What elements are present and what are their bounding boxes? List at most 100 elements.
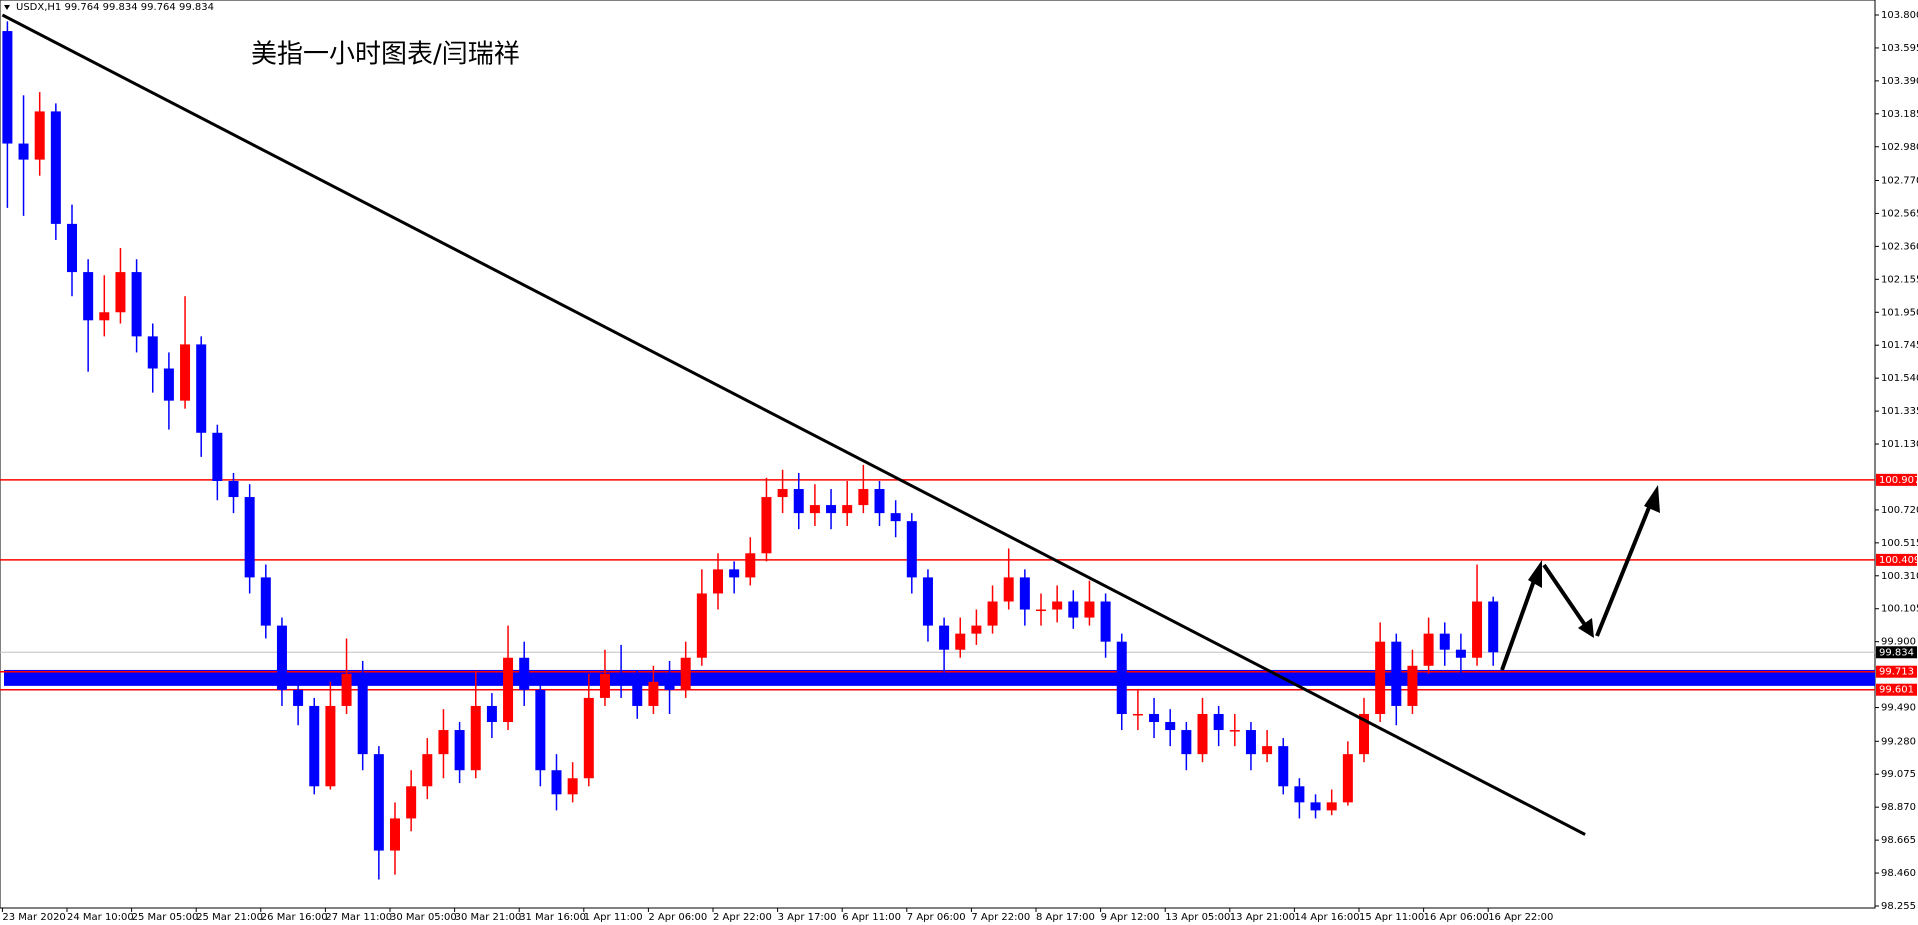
- candle-body: [260, 577, 271, 626]
- candle-body: [83, 272, 94, 321]
- y-tick-label: 99.280: [1881, 736, 1916, 747]
- y-tick-label: 103.595: [1881, 43, 1918, 54]
- candle-body: [696, 593, 707, 658]
- candle-body: [470, 705, 481, 771]
- y-tick-label: 102.565: [1881, 208, 1918, 219]
- candle-body: [180, 344, 191, 401]
- candle-body: [1165, 722, 1176, 731]
- x-tick-label: 30 Mar 05:00: [390, 912, 457, 923]
- level-label-box: [1876, 665, 1917, 678]
- candle-body: [583, 697, 594, 779]
- x-tick-label: 16 Apr 06:00: [1424, 912, 1489, 923]
- candle-body: [212, 432, 223, 481]
- y-tick-label: 98.870: [1881, 802, 1916, 813]
- candle-body: [1229, 730, 1240, 732]
- candle-body: [1455, 649, 1466, 658]
- candle-body: [454, 730, 465, 771]
- y-tick-label: 99.490: [1881, 703, 1916, 714]
- candle-body: [729, 569, 740, 578]
- candle-body: [1245, 730, 1256, 755]
- symbol-info: USDX,H1 99.764 99.834 99.764 99.834: [16, 2, 214, 13]
- candle-body: [1262, 746, 1273, 755]
- candle-body: [1359, 713, 1369, 755]
- candle-body: [906, 521, 917, 578]
- x-tick-label: 25 Mar 05:00: [132, 912, 199, 923]
- y-tick-label: 102.770: [1881, 176, 1918, 187]
- level-label: 99.601: [1879, 685, 1914, 696]
- candle-body: [519, 657, 530, 690]
- candle-body: [196, 344, 207, 433]
- arrow: [1595, 499, 1654, 637]
- level-label: 99.834: [1879, 647, 1914, 658]
- candle-body: [1132, 713, 1143, 716]
- candle-body: [18, 143, 29, 160]
- candle-body: [1407, 665, 1418, 706]
- y-tick-label: 101.745: [1881, 340, 1918, 351]
- candle-body: [147, 336, 158, 369]
- y-tick-label: 99.075: [1881, 769, 1916, 780]
- plot-frame: [0, 0, 1876, 909]
- y-tick-label: 98.255: [1881, 901, 1916, 912]
- candle-body: [373, 754, 384, 851]
- candle-body: [1019, 577, 1030, 610]
- candle-body: [486, 705, 497, 723]
- candle-body: [1278, 746, 1289, 787]
- candle-body: [1294, 786, 1305, 803]
- candle-body: [293, 689, 304, 706]
- candle-body: [1439, 633, 1450, 650]
- candle-body: [131, 272, 142, 337]
- candle-body: [599, 673, 610, 698]
- x-tick-label: 14 Apr 16:00: [1294, 912, 1359, 923]
- x-tick-label: 7 Apr 06:00: [907, 912, 966, 923]
- candle-body: [34, 111, 45, 160]
- y-tick-label: 101.540: [1881, 373, 1918, 384]
- menu-triangle: [4, 5, 10, 10]
- candle-body: [632, 681, 643, 706]
- candle-body: [713, 569, 723, 594]
- candle-body: [874, 489, 885, 514]
- candle-body: [99, 312, 110, 321]
- x-tick-label: 9 Apr 12:00: [1101, 912, 1160, 923]
- y-tick-label: 100.105: [1881, 604, 1918, 615]
- arrow: [1500, 574, 1538, 671]
- x-tick-label: 24 Mar 10:00: [67, 912, 134, 923]
- candle-body: [1213, 713, 1224, 731]
- candle-body: [971, 625, 982, 634]
- x-tick-label: 23 Mar 2020: [2, 912, 65, 923]
- candle-body: [438, 730, 449, 755]
- x-tick-label: 16 Apr 22:00: [1488, 912, 1553, 923]
- candle-body: [357, 673, 368, 755]
- candle-body: [777, 489, 788, 498]
- arrow: [1542, 563, 1589, 630]
- y-tick-label: 100.720: [1881, 505, 1918, 516]
- y-tick-label: 100.310: [1881, 571, 1918, 582]
- arrowhead: [1578, 618, 1594, 638]
- candle-body: [1375, 641, 1386, 714]
- trendline: [1, 13, 1586, 836]
- candle-body: [955, 633, 966, 650]
- candle-body: [422, 754, 433, 787]
- y-tick-label: 101.130: [1881, 439, 1918, 450]
- candle-body: [939, 625, 950, 650]
- level-label-box: [1876, 553, 1917, 566]
- candle-body: [309, 705, 320, 787]
- x-tick-label: 7 Apr 22:00: [971, 912, 1030, 923]
- x-tick-label: 13 Apr 05:00: [1165, 912, 1230, 923]
- candle-body: [228, 480, 239, 498]
- x-tick-label: 13 Apr 21:00: [1230, 912, 1295, 923]
- candle-body: [1197, 713, 1208, 755]
- y-tick-label: 101.335: [1881, 406, 1918, 417]
- candle-body: [50, 111, 61, 224]
- x-tick-label: 2 Apr 22:00: [713, 912, 772, 923]
- x-tick-label: 2 Apr 06:00: [648, 912, 707, 923]
- candle-body: [664, 681, 675, 690]
- x-tick-label: 26 Mar 16:00: [261, 912, 328, 923]
- level-label-box: [1876, 646, 1917, 659]
- candle-body: [567, 778, 578, 795]
- candle-body: [648, 681, 659, 706]
- y-tick-label: 103.800: [1881, 10, 1918, 21]
- arrowhead: [1644, 485, 1660, 513]
- y-tick-label: 102.360: [1881, 241, 1918, 252]
- candle-body: [987, 601, 998, 626]
